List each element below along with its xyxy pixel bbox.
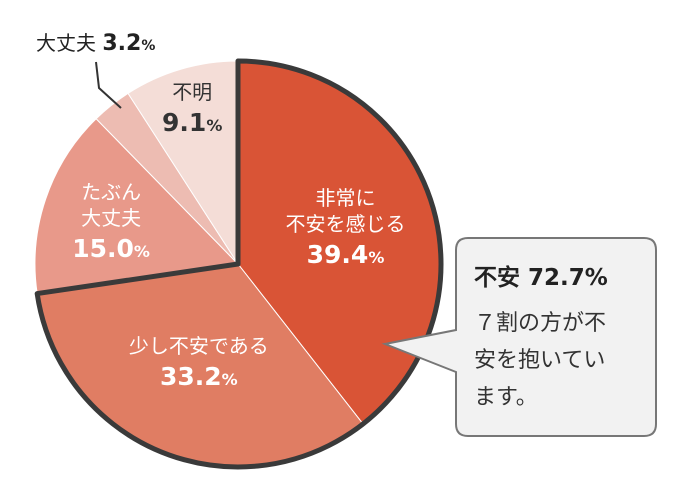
callout-body-line-3: ます。 [474,385,538,410]
slice-label-line: 大丈夫 [81,206,141,230]
callout-box [381,237,657,437]
slice-value: 33.2% [160,362,238,391]
callout: 不安 72.7% ７割の方が不 安を抱いてい ます。 [381,237,657,437]
pie-slice [127,60,239,266]
anxious-group-outline [34,58,444,470]
slice-label-line: 不明 [172,80,212,104]
slice-label-line: 不安を感じる [286,212,406,236]
leader-line [95,61,122,109]
slice-label-outside: 大丈夫 3.2% [36,31,155,56]
slice-label-line: 非常に [316,186,376,210]
callout-body-line-2: 安を抱いてい [474,348,605,373]
callout-body-line-1: ７割の方が不 [474,311,606,336]
slice-value: 9.1% [162,108,222,137]
slice-value: 39.4% [307,240,385,269]
pie-slices [34,60,442,468]
callout-headline: 不安 72.7% [474,264,608,291]
slice-value: 15.0% [72,234,150,263]
pie-slice [34,118,240,295]
slice-label-line: 少し不安である [129,334,269,358]
slice-label-line: たぶん [81,180,141,204]
